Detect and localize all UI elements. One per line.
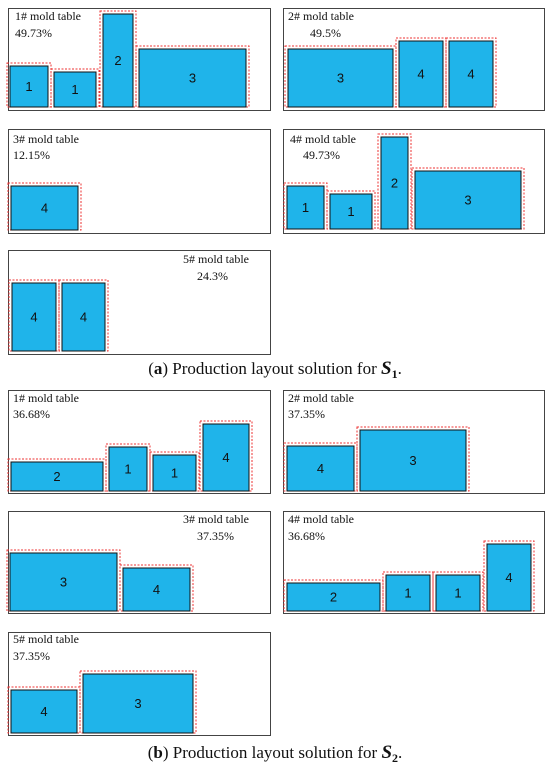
caption-part: ( <box>148 359 154 378</box>
mold-block <box>10 461 104 492</box>
caption-part: S <box>381 358 392 379</box>
caption-part: ) Production layout solution for <box>162 359 381 378</box>
block-label: 4 <box>40 704 47 719</box>
caption: (b) Production layout solution for S2. <box>148 742 403 765</box>
mold-block <box>138 48 247 108</box>
mold-block <box>286 582 381 612</box>
mold-table-title: 2# mold table <box>288 9 354 23</box>
block-label: 1 <box>25 79 32 94</box>
block-label: 2 <box>53 469 60 484</box>
block-label: 4 <box>41 200 48 215</box>
utilization-percent: 37.35% <box>288 407 325 421</box>
block-label: 3 <box>134 696 141 711</box>
mold-block <box>287 48 394 108</box>
mold-table-title: 3# mold table <box>183 512 249 526</box>
mold-block <box>398 40 444 108</box>
mold-table-title: 3# mold table <box>13 132 79 146</box>
mold-table-title: 4# mold table <box>290 132 356 146</box>
mold-block <box>448 40 494 108</box>
mold-block <box>61 282 106 352</box>
mold-table-title: 1# mold table <box>13 391 79 405</box>
mold-block <box>286 185 325 230</box>
mold-block <box>385 574 431 612</box>
mold-block <box>329 193 373 230</box>
caption-part: . <box>398 359 402 378</box>
utilization-percent: 49.5% <box>310 26 341 40</box>
mold-block <box>10 689 78 734</box>
mold-block <box>286 445 355 492</box>
caption-part: ) Production layout solution for <box>163 743 382 762</box>
block-label: 1 <box>302 200 309 215</box>
block-label: 4 <box>417 66 424 81</box>
mold-block <box>414 170 522 230</box>
mold-block <box>82 673 194 734</box>
utilization-percent: 37.35% <box>13 649 50 663</box>
utilization-percent: 49.73% <box>303 148 340 162</box>
mold-block <box>435 574 481 612</box>
block-outline <box>135 45 250 108</box>
block-label: 4 <box>30 309 37 324</box>
mold-block <box>380 136 409 230</box>
mold-block <box>152 454 197 492</box>
mold-block <box>9 65 49 108</box>
mold-block <box>486 543 532 612</box>
mold-table-title: 5# mold table <box>13 632 79 646</box>
mold-table-title: 1# mold table <box>15 9 81 23</box>
caption: (a) Production layout solution for S1. <box>148 358 402 381</box>
block-label: 1 <box>347 204 354 219</box>
mold-block <box>122 567 191 612</box>
utilization-percent: 36.68% <box>288 529 325 543</box>
mold-block <box>359 429 467 492</box>
caption-part: . <box>398 743 402 762</box>
mold-block <box>202 423 250 492</box>
caption-part: 2 <box>392 751 398 765</box>
mold-block <box>10 185 79 231</box>
utilization-percent: 24.3% <box>197 269 228 283</box>
mold-block <box>108 446 148 492</box>
caption-part: a <box>154 359 163 378</box>
block-label: 1 <box>454 585 461 600</box>
mold-block <box>9 552 118 612</box>
mold-table-title: 5# mold table <box>183 252 249 266</box>
block-label: 2 <box>391 175 398 190</box>
block-label: 1 <box>171 465 178 480</box>
utilization-percent: 37.35% <box>197 529 234 543</box>
utilization-percent: 36.68% <box>13 407 50 421</box>
utilization-percent: 49.73% <box>15 26 52 40</box>
mold-table-title: 4# mold table <box>288 512 354 526</box>
block-label: 3 <box>464 192 471 207</box>
block-label: 3 <box>189 70 196 85</box>
block-label: 4 <box>317 461 324 476</box>
block-outline <box>7 182 82 231</box>
block-label: 4 <box>222 450 229 465</box>
mold-block <box>53 71 97 108</box>
block-label: 3 <box>60 574 67 589</box>
block-label: 1 <box>404 585 411 600</box>
block-label: 3 <box>409 453 416 468</box>
caption-part: b <box>153 743 162 762</box>
block-label: 4 <box>505 570 512 585</box>
block-label: 4 <box>467 66 474 81</box>
block-label: 4 <box>80 309 87 324</box>
caption-part: 1 <box>392 367 398 381</box>
block-label: 3 <box>337 70 344 85</box>
mold-block <box>102 13 134 108</box>
block-label: 2 <box>114 53 121 68</box>
caption-part: S <box>381 742 392 763</box>
caption-part: ( <box>148 743 154 762</box>
block-label: 2 <box>330 589 337 604</box>
mold-table-title: 2# mold table <box>288 391 354 405</box>
utilization-percent: 12.15% <box>13 148 50 162</box>
mold-block <box>11 282 57 352</box>
block-label: 1 <box>71 82 78 97</box>
block-label: 4 <box>153 582 160 597</box>
block-outline <box>99 10 137 108</box>
block-label: 1 <box>124 461 131 476</box>
